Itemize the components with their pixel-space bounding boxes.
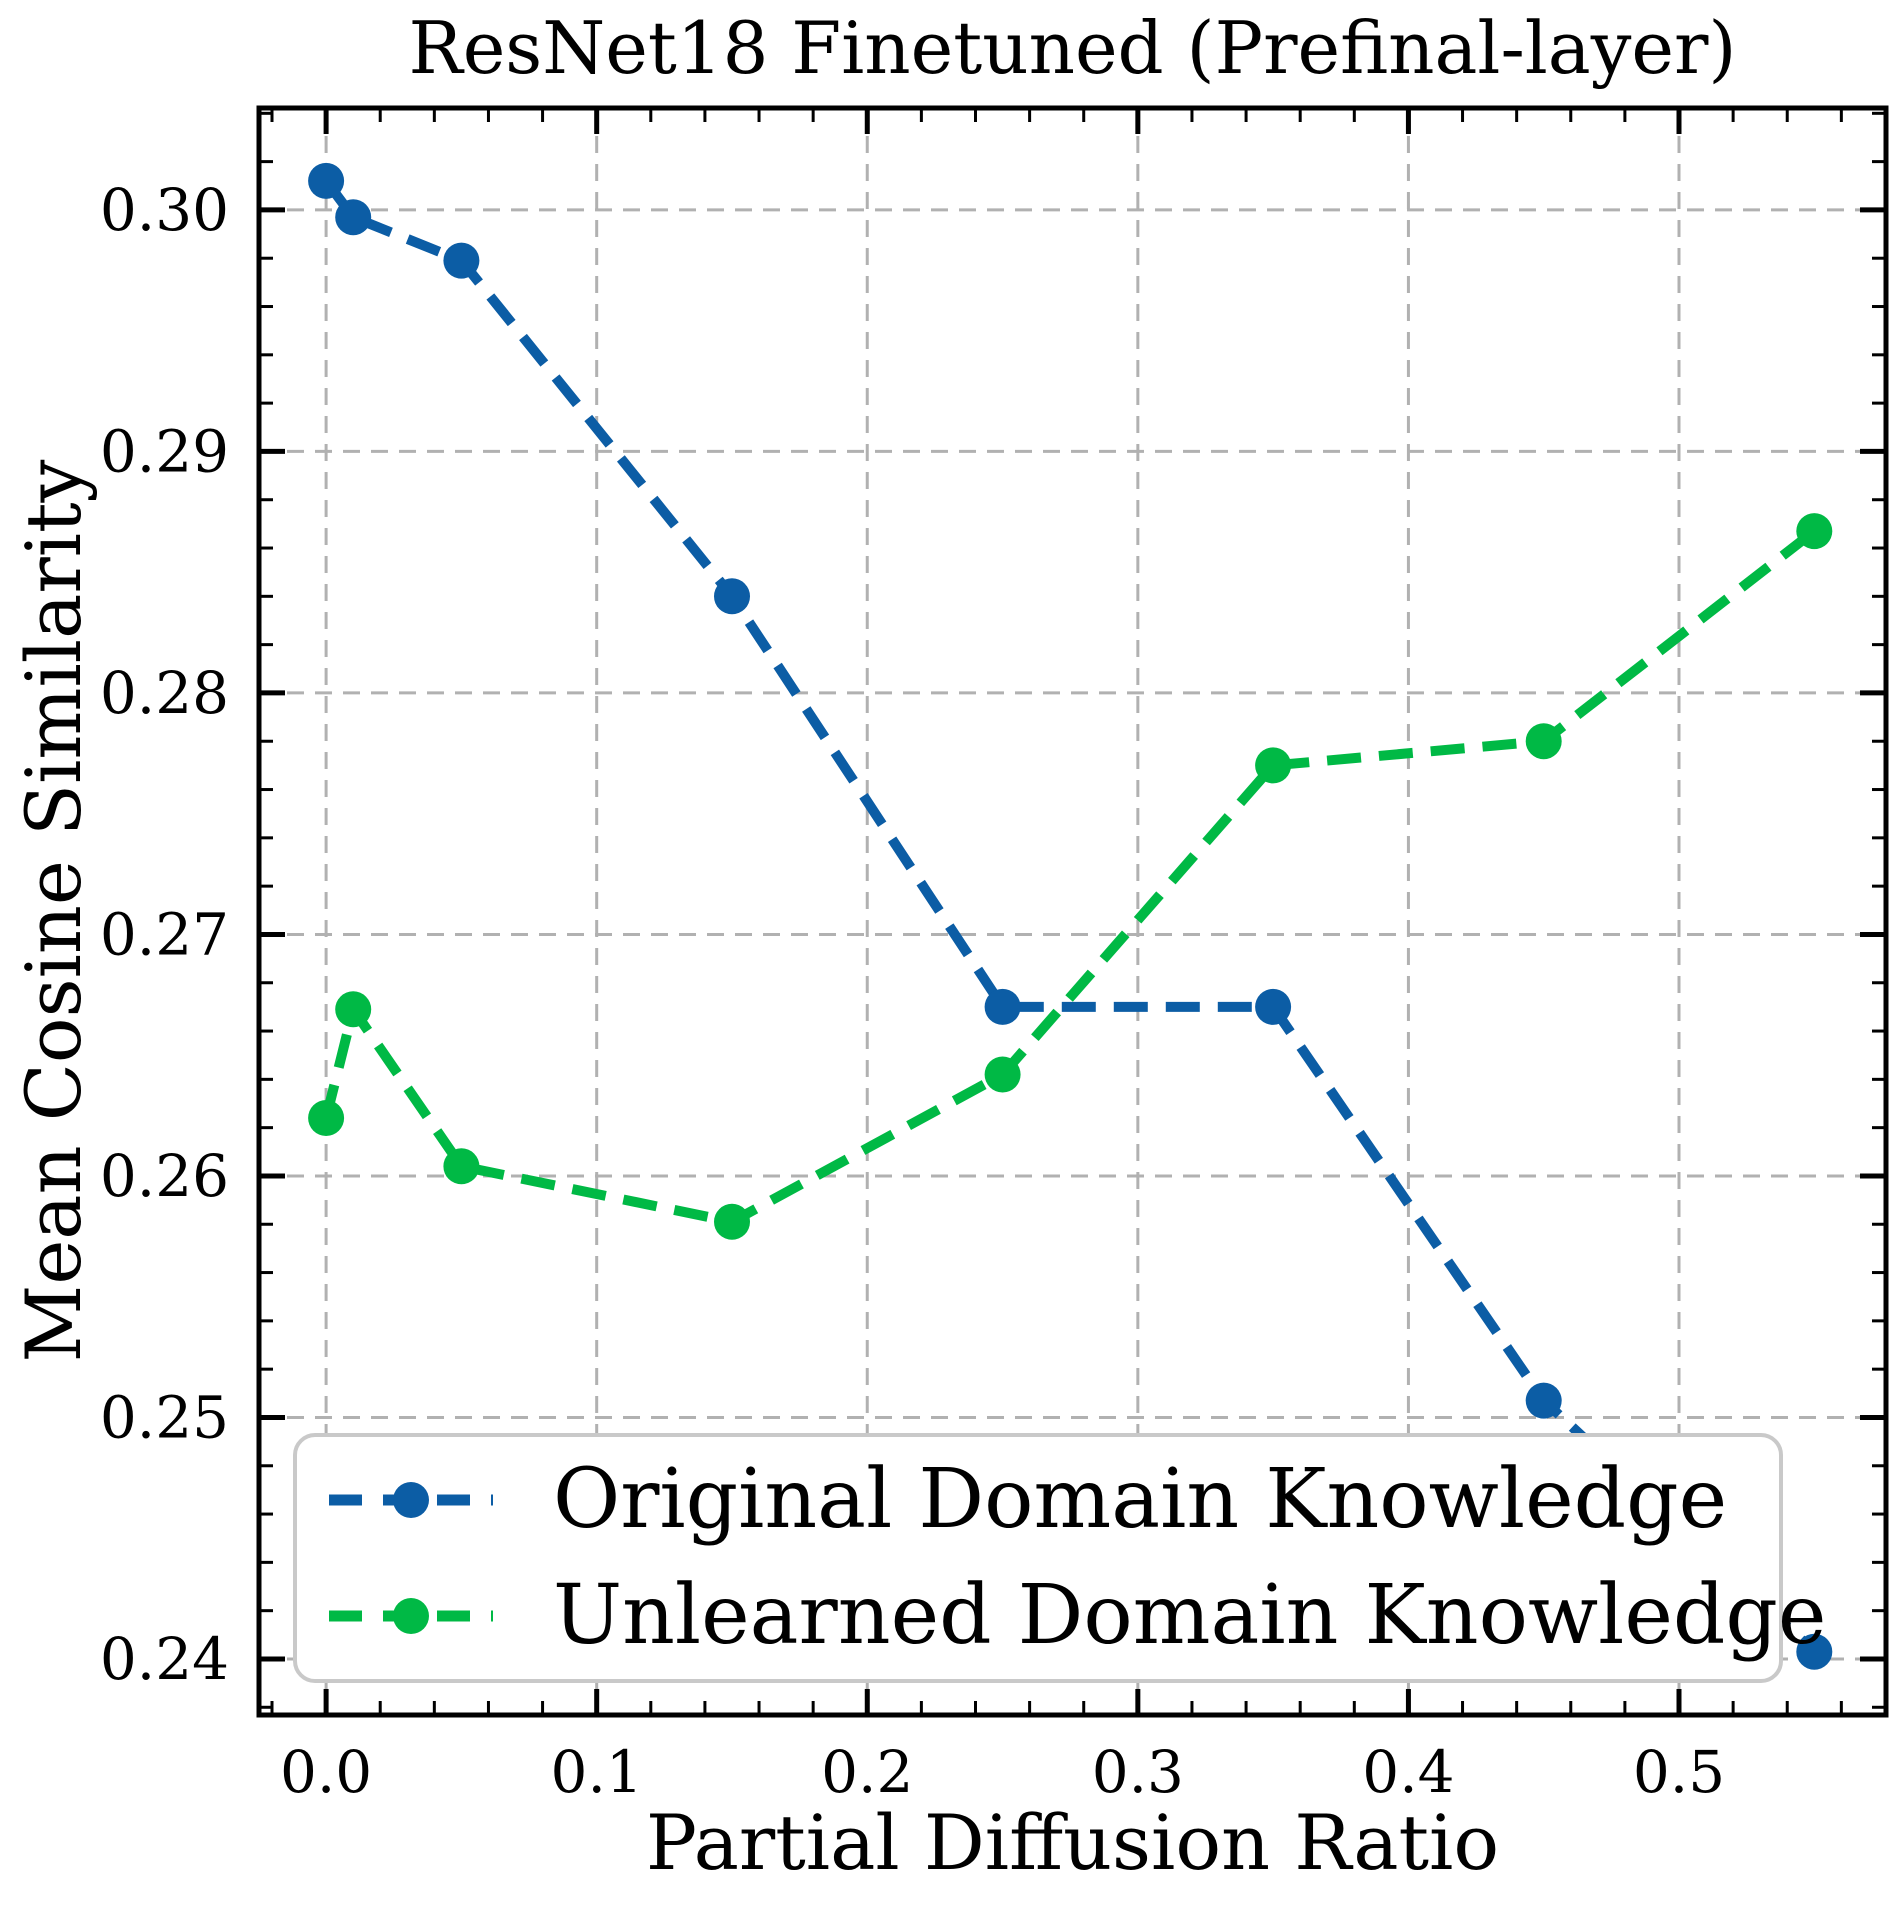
series-marker-1 xyxy=(984,1056,1021,1093)
y-tick-label: 0.25 xyxy=(100,1383,229,1451)
series-marker-0 xyxy=(714,578,750,615)
x-axis-label: Partial Diffusion Ratio xyxy=(645,1798,1500,1887)
series-marker-0 xyxy=(1255,988,1292,1025)
x-tick-label: 0.2 xyxy=(821,1738,913,1806)
series-marker-0 xyxy=(308,162,345,199)
chart-title: ResNet18 Finetuned (Prefinal-layer) xyxy=(408,6,1737,90)
series-marker-0 xyxy=(1525,1382,1562,1419)
legend-label-original: Original Domain Knowledge xyxy=(553,1452,1728,1547)
y-tick-label: 0.26 xyxy=(100,1142,229,1210)
series-marker-0 xyxy=(335,199,372,236)
y-tick-label: 0.27 xyxy=(100,900,229,968)
series-marker-0 xyxy=(984,988,1021,1025)
series-marker-1 xyxy=(335,991,372,1028)
series-line-0 xyxy=(322,177,1818,1656)
series-marker-1 xyxy=(443,1148,480,1185)
y-tick-label: 0.28 xyxy=(100,659,229,727)
legend-handle-unlearned-icon xyxy=(329,1598,493,1634)
x-tick-label: 0.3 xyxy=(1092,1738,1184,1806)
series-marker-0 xyxy=(443,242,480,279)
series-marker-1 xyxy=(1525,723,1562,760)
series-marker-1 xyxy=(1796,513,1833,550)
series-marker-1 xyxy=(714,1203,750,1240)
series-line-1 xyxy=(321,527,1818,1228)
y-tick-label: 0.24 xyxy=(100,1625,229,1693)
series-marker-1 xyxy=(1255,747,1292,784)
series-marker-0 xyxy=(1796,1633,1833,1670)
y-tick-label: 0.29 xyxy=(100,417,229,485)
x-tick-label: 0.0 xyxy=(280,1738,372,1806)
legend-entry-unlearned: Unlearned Domain Knowledge xyxy=(325,1566,1826,1666)
legend-label-unlearned: Unlearned Domain Knowledge xyxy=(553,1568,1827,1663)
y-tick-label: 0.30 xyxy=(100,176,229,244)
axes-spines xyxy=(256,105,1889,1718)
x-tick-label: 0.5 xyxy=(1633,1738,1725,1806)
series-marker-1 xyxy=(308,1100,345,1136)
x-tick-label: 0.1 xyxy=(551,1738,643,1806)
legend-entry-original: Original Domain Knowledge xyxy=(325,1450,1779,1550)
legend: Original Domain Knowledge Unlearned Doma… xyxy=(293,1433,1826,1683)
x-tick-label: 0.4 xyxy=(1362,1738,1454,1806)
y-axis-label: Mean Cosine Similarity xyxy=(9,459,98,1363)
legend-handle-original-icon xyxy=(329,1482,493,1518)
